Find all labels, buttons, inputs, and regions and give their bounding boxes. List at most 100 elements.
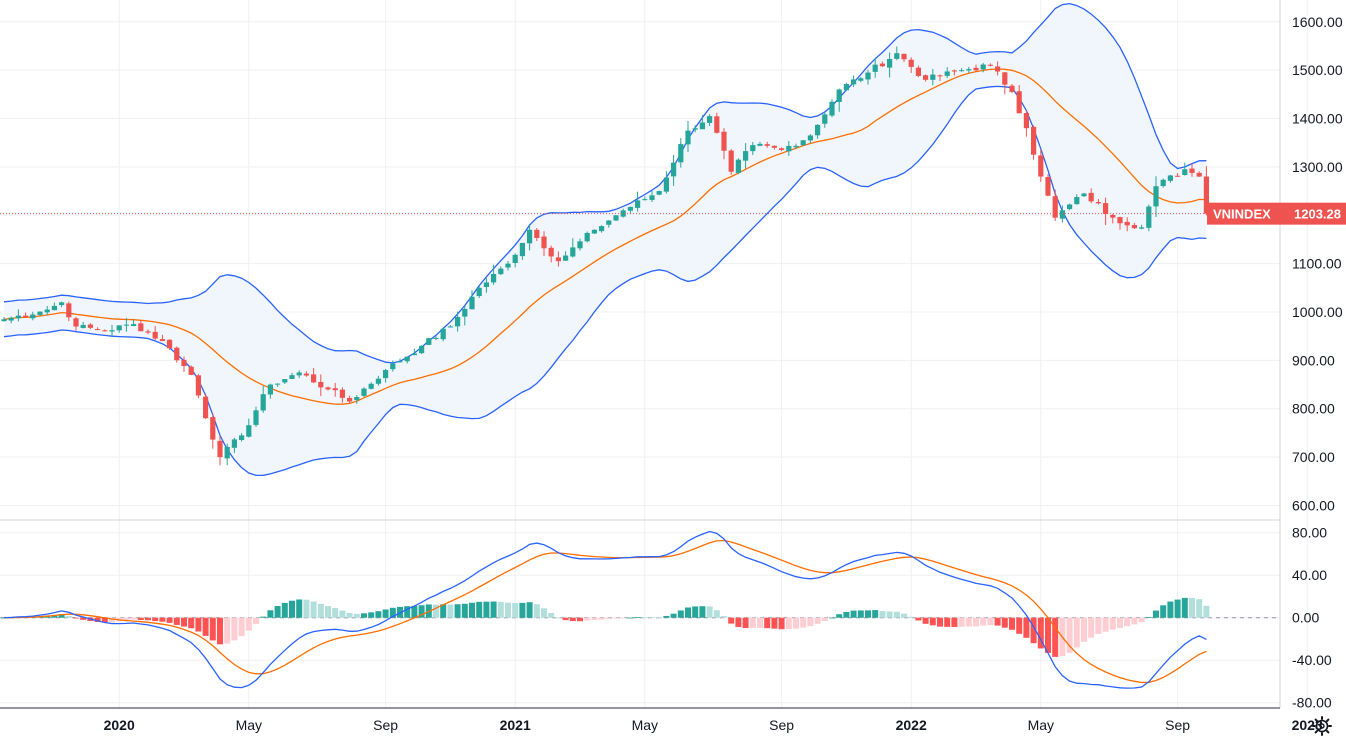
candle[interactable] xyxy=(1153,176,1159,218)
histogram-bar[interactable] xyxy=(987,617,994,626)
histogram-bar[interactable] xyxy=(721,616,727,618)
histogram-bar[interactable] xyxy=(937,617,943,627)
candle[interactable] xyxy=(397,358,403,363)
histogram-bar[interactable] xyxy=(757,617,763,628)
candle[interactable] xyxy=(1088,188,1094,204)
histogram-bar[interactable] xyxy=(526,602,533,618)
histogram-bar[interactable] xyxy=(267,610,274,618)
histogram-bar[interactable] xyxy=(807,617,814,627)
candle[interactable] xyxy=(15,309,21,322)
histogram-bar[interactable] xyxy=(1196,599,1203,618)
histogram-bar[interactable] xyxy=(281,602,288,618)
candle[interactable] xyxy=(1052,189,1058,221)
candle[interactable] xyxy=(224,443,230,466)
histogram-bar[interactable] xyxy=(101,617,108,623)
histogram-bar[interactable] xyxy=(188,617,195,629)
candle[interactable] xyxy=(282,379,288,384)
candle[interactable] xyxy=(865,69,871,85)
histogram-bar[interactable] xyxy=(346,612,353,618)
candle[interactable] xyxy=(167,339,173,350)
histogram-bar[interactable] xyxy=(613,617,619,619)
candle[interactable] xyxy=(1160,178,1166,188)
histogram-bar[interactable] xyxy=(94,617,101,622)
histogram-bar[interactable] xyxy=(627,617,634,619)
candle[interactable] xyxy=(80,321,86,329)
histogram-bar[interactable] xyxy=(418,605,425,618)
candle[interactable] xyxy=(649,190,655,203)
candle[interactable] xyxy=(1117,216,1123,230)
histogram-bar[interactable] xyxy=(1030,617,1037,644)
candle[interactable] xyxy=(253,406,259,427)
candle[interactable] xyxy=(145,329,151,335)
candle[interactable] xyxy=(995,61,1001,76)
histogram-bar[interactable] xyxy=(670,613,677,618)
candle[interactable] xyxy=(260,386,266,413)
candle[interactable] xyxy=(800,139,806,146)
candle[interactable] xyxy=(714,112,720,134)
candle[interactable] xyxy=(181,356,187,372)
histogram-bar[interactable] xyxy=(51,614,58,618)
candle[interactable] xyxy=(339,387,345,403)
candle[interactable] xyxy=(347,395,353,404)
histogram-bar[interactable] xyxy=(202,617,209,636)
histogram-bar[interactable] xyxy=(706,606,713,618)
histogram-bar[interactable] xyxy=(1037,617,1044,649)
candle[interactable] xyxy=(685,120,691,153)
histogram-bar[interactable] xyxy=(865,610,871,618)
candle[interactable] xyxy=(1074,194,1080,205)
histogram-bar[interactable] xyxy=(548,613,555,618)
candle[interactable] xyxy=(764,141,770,148)
histogram-bar[interactable] xyxy=(1203,605,1210,618)
histogram-bar[interactable] xyxy=(490,601,497,618)
histogram-bar[interactable] xyxy=(1052,617,1059,657)
candle[interactable] xyxy=(692,125,698,133)
candle[interactable] xyxy=(815,124,821,139)
candle[interactable] xyxy=(671,154,677,186)
candle[interactable] xyxy=(419,345,425,355)
candle[interactable] xyxy=(678,138,684,168)
histogram-bar[interactable] xyxy=(958,617,965,627)
candle[interactable] xyxy=(152,326,158,340)
histogram-bar[interactable] xyxy=(829,617,835,619)
candle[interactable] xyxy=(138,320,144,332)
histogram-bar[interactable] xyxy=(778,617,785,630)
histogram-bar[interactable] xyxy=(231,617,238,641)
candle[interactable] xyxy=(851,75,857,87)
candle[interactable] xyxy=(131,319,137,327)
candle[interactable] xyxy=(563,251,569,262)
candle[interactable] xyxy=(591,229,597,234)
histogram-bar[interactable] xyxy=(123,617,130,621)
histogram-bar[interactable] xyxy=(800,617,807,628)
histogram-bar[interactable] xyxy=(260,616,267,618)
histogram-bar[interactable] xyxy=(368,612,375,618)
candle[interactable] xyxy=(275,383,281,387)
candle[interactable] xyxy=(901,53,907,62)
histogram-bar[interactable] xyxy=(274,606,281,618)
candle[interactable] xyxy=(447,325,453,328)
histogram-bar[interactable] xyxy=(1160,605,1167,618)
candle[interactable] xyxy=(570,238,576,258)
candle[interactable] xyxy=(606,220,612,228)
histogram-bar[interactable] xyxy=(173,617,180,625)
macd-line[interactable] xyxy=(3,530,1207,689)
candle[interactable] xyxy=(30,311,36,321)
histogram-bar[interactable] xyxy=(785,617,792,629)
candles[interactable] xyxy=(1,46,1209,466)
candle[interactable] xyxy=(102,329,108,332)
candle[interactable] xyxy=(1045,174,1051,197)
candle[interactable] xyxy=(390,360,396,372)
candle[interactable] xyxy=(1103,197,1109,226)
histogram-bar[interactable] xyxy=(159,617,166,622)
candle[interactable] xyxy=(663,171,669,194)
candle[interactable] xyxy=(1095,199,1101,205)
histogram-bar[interactable] xyxy=(965,617,972,627)
candle[interactable] xyxy=(404,356,410,364)
candle[interactable] xyxy=(894,46,900,61)
candle[interactable] xyxy=(750,142,756,156)
candle[interactable] xyxy=(159,334,165,342)
histogram-bar[interactable] xyxy=(454,604,461,618)
macd-axis[interactable]: 80.00 40.00 0.00 -40.00 -80.00 xyxy=(1292,525,1332,711)
histogram-bar[interactable] xyxy=(836,614,843,618)
histogram-bar[interactable] xyxy=(469,602,475,618)
